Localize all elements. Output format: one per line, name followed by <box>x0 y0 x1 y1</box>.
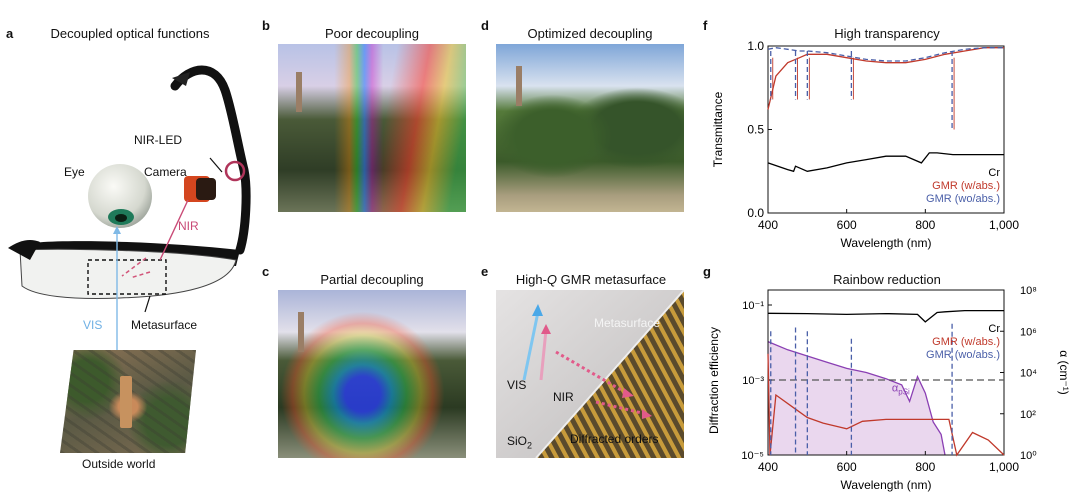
panel-e-label: e <box>481 264 489 279</box>
alpha-psi-line <box>767 340 946 456</box>
poor-decoupling-photo <box>278 44 466 212</box>
glasses-temple-arm <box>170 65 251 255</box>
eye-icon <box>88 164 152 228</box>
camera-callout: Camera <box>144 165 187 179</box>
panel-a-title: Decoupled optical functions <box>50 26 210 41</box>
series-line-1 <box>767 47 1004 110</box>
outside-world-aerial-photo <box>60 350 196 453</box>
outside-world-callout: Outside world <box>82 457 156 471</box>
y-right-tick-label: 10⁴ <box>1020 368 1037 380</box>
nir-beam <box>539 329 548 381</box>
x-axis-label: Wavelength (nm) <box>841 236 932 250</box>
legend-entry: GMR (wo/abs.) <box>926 193 1000 205</box>
y-tick-label: 1.0 <box>747 40 764 53</box>
metasurface-callout: Metasurface <box>131 318 198 332</box>
y-axis-label: Diffraction efficiency <box>707 327 721 434</box>
legend-entry: GMR (wo/abs.) <box>926 349 1000 361</box>
legend-entry: GMR (w/abs.) <box>932 180 1000 192</box>
x-tick-label: 600 <box>837 460 857 474</box>
x-tick-label: 600 <box>837 218 857 232</box>
y-tick-label: 0.0 <box>747 206 764 220</box>
eye-callout: Eye <box>64 165 85 179</box>
y-right-tick-label: 10⁸ <box>1020 285 1037 297</box>
panel-d-label: d <box>481 18 489 33</box>
series-line-2 <box>767 47 1004 62</box>
panel-f-label: f <box>703 18 708 33</box>
gmr-metasurface-illustration <box>496 290 684 458</box>
vis-beam <box>522 311 540 381</box>
alpha-psi-annotation: αpSi <box>892 382 910 396</box>
y-axis-label: Transmittance <box>711 91 725 167</box>
panel-b-label: b <box>262 18 270 33</box>
nir-label: NIR <box>553 390 574 404</box>
x-tick-label: 800 <box>915 460 935 474</box>
metasurface-region <box>87 259 167 295</box>
y-tick-label: 10⁻⁵ <box>741 450 764 462</box>
chart-f-title: High transparency <box>834 26 940 41</box>
panel-b-title: Poor decoupling <box>325 26 419 41</box>
sio2-label: SiO2 <box>507 434 533 451</box>
nir-callout: NIR <box>178 219 199 233</box>
nir-led-marker <box>224 160 246 182</box>
partial-decoupling-photo <box>278 290 466 458</box>
optimized-decoupling-photo <box>496 44 684 212</box>
chart-g-diffraction: 400 600 800 1,000 10⁻⁵ 10⁻³ 10⁻¹ 10⁰ 10² 10⁴ 10⁶ 10… <box>707 285 1071 492</box>
series-line-0 <box>767 309 1004 323</box>
y-right-tick-label: 10⁶ <box>1020 326 1037 338</box>
x-tick-label: 800 <box>915 218 935 232</box>
panel-c-title: Partial decoupling <box>320 272 424 287</box>
panel-c-label: c <box>262 264 270 279</box>
x-tick-label: 400 <box>758 218 778 232</box>
y-right-tick-label: 10⁰ <box>1020 450 1037 462</box>
x-tick-label: 400 <box>758 460 778 474</box>
ar-glasses-illustration <box>8 65 251 350</box>
panel-a-label: a <box>6 26 14 41</box>
legend-entry: GMR (w/abs.) <box>932 336 1000 348</box>
alpha-psi-area <box>768 341 945 455</box>
vis-callout: VIS <box>83 318 103 332</box>
legend-entry: Cr <box>988 167 1000 179</box>
panel-e-title: High-Q GMR metasurface <box>515 272 667 287</box>
chart-g-title: Rainbow reduction <box>833 272 941 287</box>
series-line-0 <box>767 152 1004 173</box>
diffracted-orders-label: Diffracted orders <box>570 432 659 446</box>
vis-label: VIS <box>507 378 527 392</box>
nir-led-callout: NIR-LED <box>134 133 183 147</box>
y-tick-label: 10⁻³ <box>742 375 764 387</box>
x-axis-label: Wavelength (nm) <box>841 478 932 492</box>
legend-entry: Cr <box>988 323 1000 335</box>
metasurface-label: Metasurface <box>594 316 661 330</box>
panel-d-title: Optimized decoupling <box>527 26 653 41</box>
chart-f-transmittance: 400 600 800 1,000 0.0 0.5 1.0 Wavelength (nm) Tr… <box>711 40 1019 250</box>
series-line-1 <box>767 353 1005 457</box>
panel-g-label: g <box>703 264 711 279</box>
y-tick-label: 0.5 <box>747 123 764 137</box>
y-right-tick-label: 10² <box>1020 409 1036 421</box>
x-tick-label: 1,000 <box>989 460 1019 474</box>
y-right-axis-label: α (cm⁻¹) <box>1057 350 1071 395</box>
y-tick-label: 10⁻¹ <box>742 300 764 312</box>
x-tick-label: 1,000 <box>989 218 1019 232</box>
